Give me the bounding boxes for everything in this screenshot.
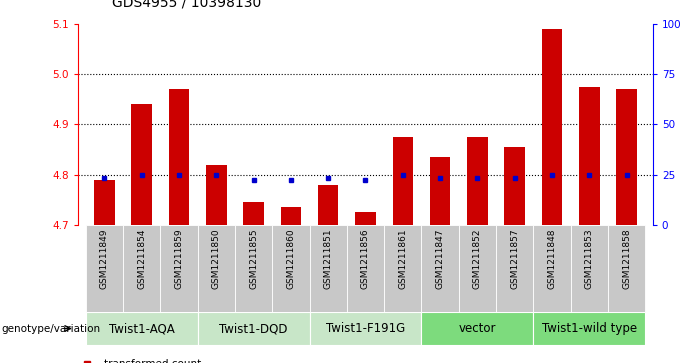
Bar [617, 89, 637, 225]
Bar [533, 312, 645, 345]
Text: GSM1211861: GSM1211861 [398, 229, 407, 289]
Text: Twist1-wild type: Twist1-wild type [542, 322, 637, 335]
Bar [392, 137, 413, 225]
Text: GSM1211853: GSM1211853 [585, 229, 594, 289]
Bar [169, 89, 189, 225]
Text: GSM1211852: GSM1211852 [473, 229, 482, 289]
Text: GSM1211859: GSM1211859 [175, 229, 184, 289]
Bar [86, 312, 198, 345]
Text: GDS4955 / 10398130: GDS4955 / 10398130 [112, 0, 261, 9]
Text: GSM1211850: GSM1211850 [211, 229, 221, 289]
Bar [243, 203, 264, 225]
Bar [430, 157, 450, 225]
Bar [542, 29, 562, 225]
Bar [86, 225, 123, 312]
Bar [533, 225, 571, 312]
Text: Twist1-AQA: Twist1-AQA [109, 322, 175, 335]
Bar [467, 137, 488, 225]
Bar [571, 225, 608, 312]
Bar [272, 225, 309, 312]
Bar [459, 225, 496, 312]
Text: GSM1211851: GSM1211851 [324, 229, 333, 289]
Text: transformed count: transformed count [104, 359, 201, 363]
Bar [505, 147, 525, 225]
Text: GSM1211847: GSM1211847 [436, 229, 445, 289]
Bar [496, 225, 533, 312]
Bar [318, 185, 339, 225]
Text: Twist1-F191G: Twist1-F191G [326, 322, 405, 335]
Text: GSM1211856: GSM1211856 [361, 229, 370, 289]
Bar [422, 225, 459, 312]
Text: GSM1211849: GSM1211849 [100, 229, 109, 289]
Bar [579, 86, 600, 225]
Bar [206, 164, 226, 225]
Text: GSM1211855: GSM1211855 [249, 229, 258, 289]
Bar [281, 207, 301, 225]
Text: Twist1-DQD: Twist1-DQD [220, 322, 288, 335]
Text: vector: vector [459, 322, 496, 335]
Bar [422, 312, 533, 345]
Text: GSM1211848: GSM1211848 [547, 229, 556, 289]
Text: GSM1211854: GSM1211854 [137, 229, 146, 289]
Bar [608, 225, 645, 312]
Bar [384, 225, 422, 312]
Text: genotype/variation: genotype/variation [1, 323, 101, 334]
Bar [131, 104, 152, 225]
Bar [235, 225, 272, 312]
Bar [123, 225, 160, 312]
Bar [94, 180, 114, 225]
Bar [309, 225, 347, 312]
Bar [347, 225, 384, 312]
Bar [355, 212, 376, 225]
Bar [309, 312, 422, 345]
Text: GSM1211858: GSM1211858 [622, 229, 631, 289]
Text: GSM1211860: GSM1211860 [286, 229, 295, 289]
Bar [198, 312, 309, 345]
Text: GSM1211857: GSM1211857 [510, 229, 520, 289]
Bar [198, 225, 235, 312]
Bar [160, 225, 198, 312]
